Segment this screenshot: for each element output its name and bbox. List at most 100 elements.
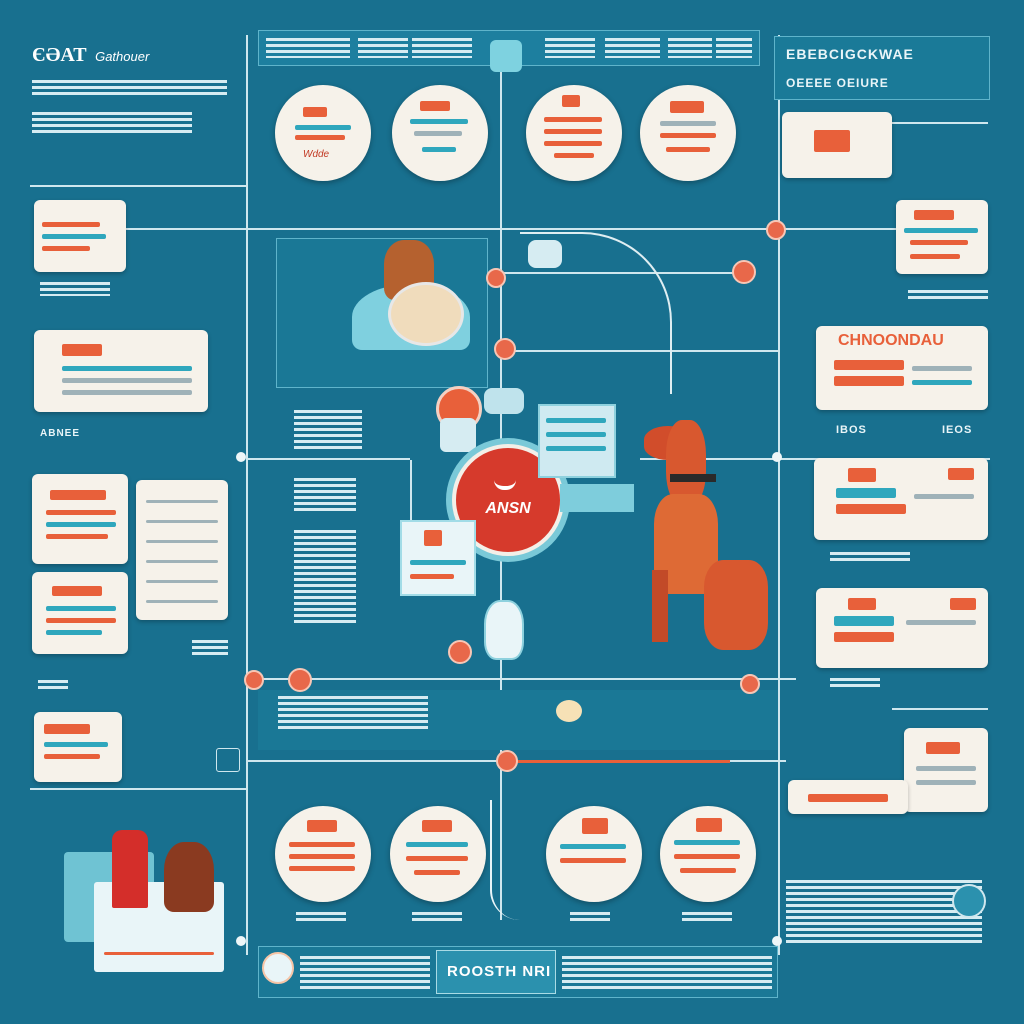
right-card-2[interactable]: CHNOONDAU — [816, 326, 988, 410]
right-label-2: IEOS — [942, 424, 973, 436]
center-small-icon[interactable] — [484, 388, 524, 414]
center-ribbon — [560, 484, 634, 512]
center-mini-card[interactable] — [440, 418, 476, 452]
top-right-subtitle: OEEEE OEIURE — [786, 76, 889, 90]
logo-text: ЄƏAT — [32, 44, 87, 66]
node-dot-4[interactable] — [494, 338, 516, 360]
toolbar-tab-6[interactable] — [668, 38, 712, 58]
grid-line-h4 — [246, 458, 410, 460]
toolbar-tab-1[interactable] — [266, 38, 350, 58]
toolbar-tab-7[interactable] — [716, 38, 752, 58]
bottom-caption-2 — [412, 912, 462, 922]
toolbar-tab-3[interactable] — [412, 38, 472, 58]
toolbar-center-button[interactable] — [490, 40, 522, 72]
right-bottom-icon[interactable] — [952, 884, 986, 918]
center-info-block-3 — [294, 530, 356, 624]
node-dot-10 — [236, 452, 246, 462]
node-dot-2[interactable] — [486, 268, 506, 288]
hanging-line — [520, 232, 672, 394]
bottom-circle-1[interactable] — [275, 806, 371, 902]
grid-line-h11 — [125, 228, 250, 230]
left-card-2[interactable] — [34, 330, 208, 412]
grid-line-h8 — [30, 788, 248, 790]
grid-line-h1 — [30, 185, 248, 187]
cable-line — [490, 800, 522, 920]
toolbar-tab-4[interactable] — [545, 38, 595, 58]
right-label-1: IBOS — [836, 424, 867, 436]
top-circle-3[interactable] — [526, 85, 622, 181]
right-text-block-1 — [908, 290, 988, 302]
node-dot-1[interactable] — [766, 220, 786, 240]
toolbar-tab-2[interactable] — [358, 38, 408, 58]
right-card-2-title: CHNOONDAU — [838, 332, 944, 349]
footer-text-left — [300, 956, 430, 990]
dog-icon — [164, 842, 214, 912]
node-dot-3[interactable] — [732, 260, 756, 284]
node-dot-5[interactable] — [448, 640, 472, 664]
node-dot-12 — [236, 936, 246, 946]
left-card-5[interactable] — [34, 712, 122, 782]
timeline-progress — [510, 760, 730, 763]
node-dot-11 — [772, 452, 782, 462]
center-info-block-2 — [294, 478, 356, 514]
left-card-4[interactable] — [32, 572, 128, 654]
logo-subtext: Gathouer — [95, 49, 150, 64]
grid-line-h6 — [246, 678, 796, 680]
logo: ЄƏAT Gathouer — [32, 44, 232, 70]
left-text-block-2 — [192, 640, 228, 656]
center-badge-label: ANSN — [485, 500, 531, 517]
grid-line-v3 — [778, 35, 780, 955]
right-line-1 — [892, 708, 988, 710]
dog-walk-icon — [484, 600, 524, 660]
footer-logo[interactable] — [262, 952, 294, 984]
left-section-label: ABNEE — [40, 428, 81, 439]
right-card-5[interactable] — [904, 728, 988, 812]
toolbar-tab-5[interactable] — [605, 38, 660, 58]
node-dot-6[interactable] — [244, 670, 264, 690]
bottom-circle-2[interactable] — [390, 806, 486, 902]
bottom-caption-4 — [682, 912, 732, 922]
dog-icon — [644, 420, 774, 656]
left-text-block-1 — [40, 282, 110, 296]
right-text-block-2 — [830, 552, 910, 562]
right-card-6[interactable] — [788, 780, 908, 814]
top-right-title: EBEBCIGCKWAE — [786, 46, 914, 62]
right-card-top[interactable] — [782, 112, 892, 178]
left-list-panel[interactable] — [136, 480, 228, 620]
bottom-caption-3 — [570, 912, 610, 922]
footer-center-box[interactable]: ROOSTH NRI — [436, 950, 556, 994]
side-icon[interactable] — [216, 748, 240, 772]
grid-line-v1 — [246, 35, 248, 955]
header-text-block-1 — [32, 80, 227, 98]
center-side-card[interactable] — [400, 520, 476, 596]
right-text-block-4 — [786, 880, 982, 944]
node-dot-13 — [772, 936, 782, 946]
node-dot-9[interactable] — [496, 750, 518, 772]
top-circle-4[interactable] — [640, 85, 736, 181]
hanging-tag[interactable] — [528, 240, 562, 268]
circle-1-label: Wdde — [303, 149, 330, 160]
header-text-block-2 — [32, 112, 192, 136]
right-card-1[interactable] — [896, 200, 988, 274]
footer-center-label: ROOSTH NRI — [447, 963, 552, 980]
center-info-block-1 — [294, 410, 362, 450]
bottom-circle-3[interactable] — [546, 806, 642, 902]
house-icon — [64, 830, 228, 976]
node-dot-7[interactable] — [288, 668, 312, 692]
right-text-block-3 — [830, 678, 880, 688]
footer-text-right — [562, 956, 772, 990]
right-card-4[interactable] — [816, 588, 988, 668]
node-dot-8[interactable] — [740, 674, 760, 694]
bottom-caption-1 — [296, 912, 346, 922]
top-right-header — [774, 36, 990, 100]
timeline-text — [278, 696, 428, 730]
timeline-knob[interactable] — [556, 700, 582, 722]
center-info-card[interactable] — [538, 404, 616, 478]
left-card-3[interactable] — [32, 474, 128, 564]
left-card-1[interactable] — [34, 200, 126, 272]
bottom-circle-4[interactable] — [660, 806, 756, 902]
right-card-3[interactable] — [814, 458, 988, 540]
food-bowl — [388, 282, 464, 346]
top-circle-1[interactable]: Wdde — [275, 85, 371, 181]
top-circle-2[interactable] — [392, 85, 488, 181]
